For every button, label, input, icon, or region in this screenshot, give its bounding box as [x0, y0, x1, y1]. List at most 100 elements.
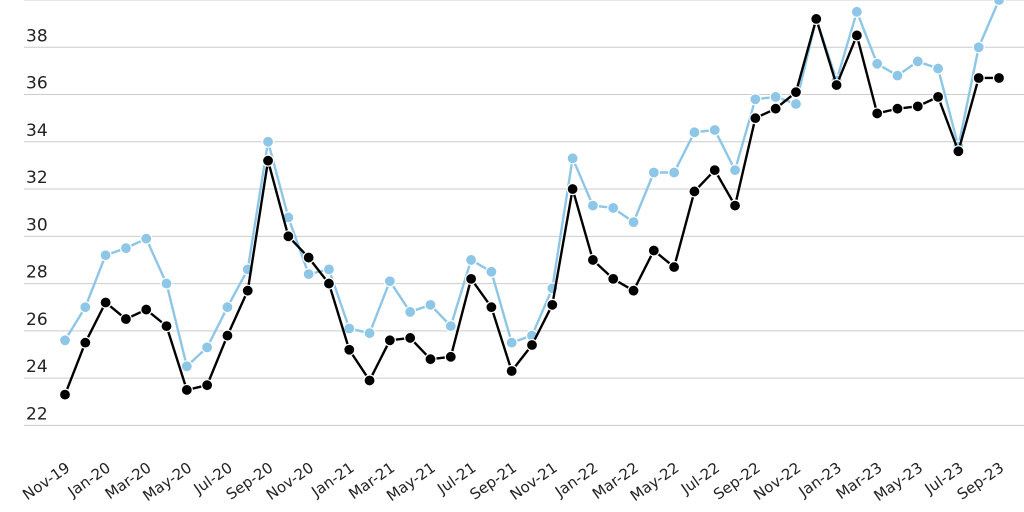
data-point [79, 301, 92, 314]
data-point [566, 152, 579, 165]
data-point [241, 284, 254, 297]
y-axis-ticks: 22 24 26 28 30 32 34 36 38 [26, 26, 48, 424]
data-point [119, 312, 133, 326]
data-point [424, 353, 437, 366]
y-tick-label: 22 [26, 404, 48, 424]
data-point [586, 199, 600, 212]
data-point [343, 322, 356, 335]
data-point [789, 97, 803, 111]
data-point [79, 336, 92, 349]
data-point [607, 272, 620, 285]
data-point [830, 78, 843, 92]
data-point [343, 343, 356, 356]
data-point [911, 100, 924, 113]
data-point [383, 334, 396, 347]
data-point [972, 41, 985, 54]
data-point [180, 383, 193, 397]
data-point [180, 360, 193, 373]
data-point [850, 5, 863, 18]
data-point [160, 277, 173, 290]
data-point [566, 182, 579, 196]
data-point [972, 71, 985, 85]
data-point [140, 232, 153, 245]
data-point [525, 338, 539, 352]
x-tick-label: Nov-22 [750, 459, 804, 504]
data-point [302, 268, 315, 281]
series-2 [58, 12, 1006, 401]
data-point [749, 112, 762, 125]
data-point [546, 298, 559, 311]
data-point [749, 93, 762, 106]
y-tick-label: 26 [26, 310, 48, 330]
x-tick-label: Nov-20 [263, 459, 317, 504]
data-point [992, 0, 1006, 7]
series-lines [58, 0, 1006, 401]
grid-lines [24, 0, 1024, 426]
data-point [383, 275, 396, 288]
y-tick-label: 32 [26, 168, 48, 188]
data-point [160, 320, 173, 333]
y-tick-label: 30 [26, 215, 48, 235]
data-point [119, 242, 133, 255]
data-point [607, 201, 620, 215]
data-point [627, 284, 640, 297]
data-point [688, 185, 701, 198]
data-point [952, 145, 965, 158]
data-point [58, 334, 72, 347]
x-axis-ticks: Nov-19Jan-20Mar-20May-20Jul-20Sep-20Nov-… [19, 459, 1007, 505]
data-point [201, 341, 214, 354]
data-point [424, 298, 437, 311]
data-point [322, 277, 336, 290]
data-point [99, 249, 112, 262]
data-point [404, 331, 417, 345]
data-point [911, 55, 924, 68]
data-point [728, 199, 742, 212]
x-tick-label: Sep-23 [954, 459, 1008, 504]
y-tick-label: 28 [26, 263, 48, 283]
data-point [708, 123, 721, 137]
data-point [404, 305, 417, 319]
data-point [505, 364, 518, 378]
data-point [586, 253, 600, 267]
data-point [485, 301, 498, 314]
data-point [485, 265, 498, 278]
data-point [261, 135, 275, 148]
data-point [282, 230, 295, 243]
data-point [363, 374, 376, 387]
data-point [99, 296, 112, 309]
x-tick-label: Nov-21 [507, 459, 561, 504]
x-tick-label: Nov-19 [19, 459, 73, 504]
data-point [850, 29, 863, 42]
data-point [444, 320, 457, 333]
data-point [627, 216, 640, 229]
data-point [708, 164, 721, 177]
data-point [789, 86, 803, 99]
data-point [891, 102, 904, 115]
data-point [505, 336, 518, 349]
data-point [728, 164, 742, 177]
data-point [668, 260, 681, 274]
data-point [201, 379, 214, 392]
y-tick-label: 36 [26, 74, 48, 94]
series-1 [58, 0, 1006, 373]
data-point [302, 251, 315, 264]
data-point [647, 244, 660, 257]
data-point [261, 154, 275, 167]
data-point [363, 327, 376, 340]
y-tick-label: 34 [26, 121, 48, 141]
data-point [140, 303, 153, 316]
data-point [931, 90, 945, 103]
data-point [810, 12, 823, 26]
data-point [992, 71, 1006, 85]
data-point [931, 62, 945, 75]
data-point [871, 57, 884, 70]
data-point [58, 388, 72, 401]
data-point [668, 166, 681, 179]
data-point [769, 90, 782, 103]
data-point [322, 263, 336, 276]
data-point [221, 301, 234, 314]
data-point [769, 102, 782, 115]
y-tick-label: 24 [26, 357, 48, 377]
data-point [688, 126, 701, 139]
